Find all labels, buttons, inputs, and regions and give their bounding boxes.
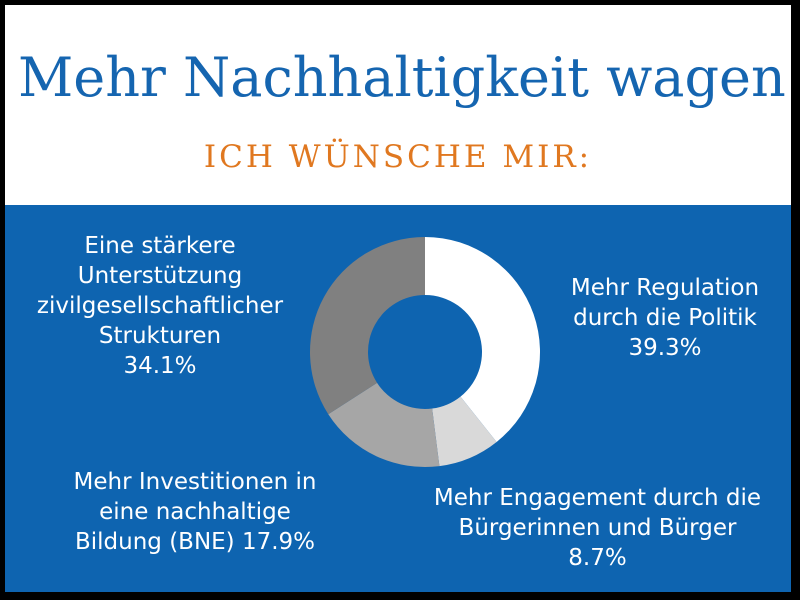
slice-label-line: eine nachhaltige xyxy=(99,499,291,525)
slice-label-bildung: Mehr Investitionen in eine nachhaltige Bil… xyxy=(35,467,355,557)
slice-label-line: Strukturen xyxy=(98,323,222,349)
slice-label-line: Mehr Engagement durch die xyxy=(433,485,762,511)
chart-panel: Mehr Regulation durch die Politik 39.3% Me… xyxy=(5,205,791,592)
donut-slice-regulation xyxy=(425,237,540,442)
slice-label-zivilgesellschaft: Eine stärkere Unterstützung zivilgesellsch… xyxy=(10,231,310,381)
infographic: Mehr Nachhaltigkeit wagen! ICH WÜNSCHE M… xyxy=(5,5,791,592)
slice-label-line: Bildung (BNE) 17.9% xyxy=(74,529,316,555)
page-title: Mehr Nachhaltigkeit wagen! xyxy=(18,46,791,109)
slice-label-regulation: Mehr Regulation durch die Politik 39.3% xyxy=(545,273,785,363)
slice-label-line: Mehr Regulation xyxy=(570,275,760,301)
slice-label-engagement: Mehr Engagement durch die Bürgerinnen und… xyxy=(405,483,790,573)
slice-label-line: Eine stärkere xyxy=(84,233,236,259)
slice-label-line: durch die Politik xyxy=(573,305,757,331)
slice-label-line: 34.1% xyxy=(123,353,197,379)
slice-label-line: zivilgesellschaftlicher xyxy=(36,293,284,319)
slice-label-line: 39.3% xyxy=(628,335,702,361)
slice-label-line: Unterstützung xyxy=(77,263,243,289)
donut-slice-bildung xyxy=(328,382,440,467)
donut-slice-zivilgesellschaft xyxy=(309,237,425,415)
page-subtitle: ICH WÜNSCHE MIR: xyxy=(203,139,593,175)
slice-label-line: Mehr Investitionen in xyxy=(73,469,317,495)
donut-chart xyxy=(309,237,540,467)
slice-label-line: 8.7% xyxy=(568,545,627,571)
slice-label-line: Bürgerinnen und Bürger xyxy=(458,515,737,541)
donut-slice-engagement xyxy=(432,396,497,467)
